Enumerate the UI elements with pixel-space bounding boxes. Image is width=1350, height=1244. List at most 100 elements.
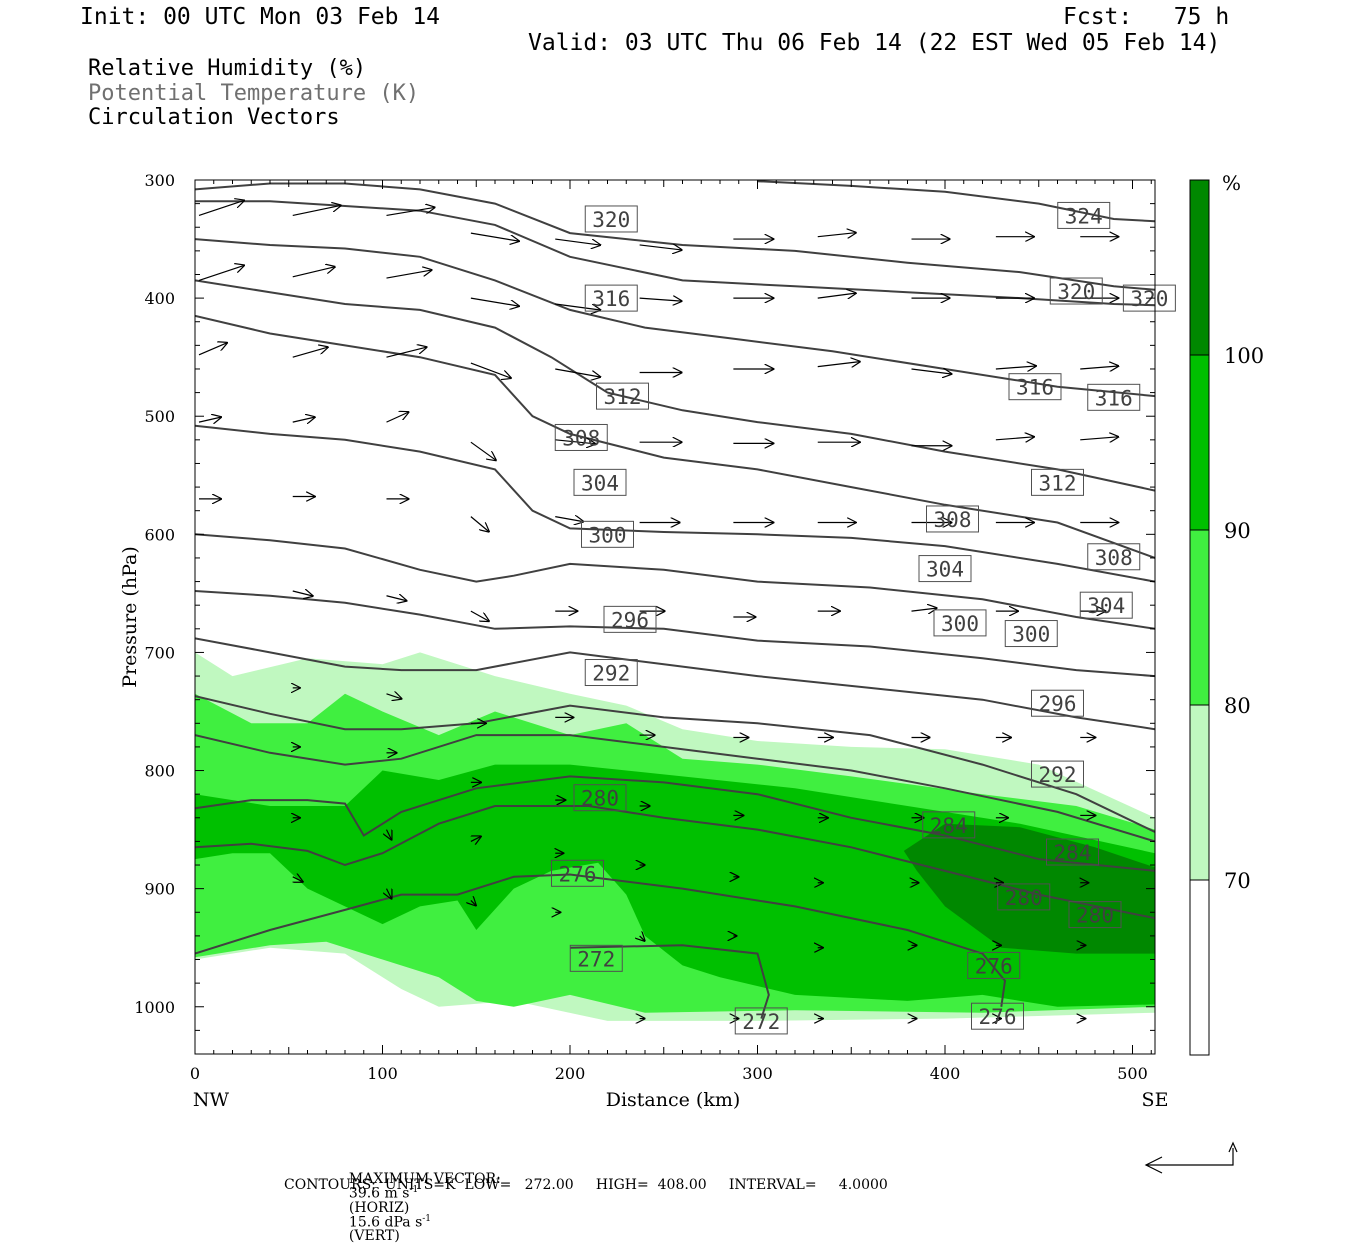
theta-label-text: 300	[589, 523, 627, 547]
theta-contour-280	[195, 805, 1155, 920]
y-tick-label: 800	[144, 762, 175, 781]
circulation-vector	[386, 207, 435, 217]
circulation-vector	[293, 877, 303, 882]
max-vector-horiz: 39.6 m s	[348, 1185, 410, 1202]
theta-label: 292	[1031, 760, 1084, 788]
theta-contour-292	[195, 695, 1155, 833]
circulation-vector	[817, 362, 860, 367]
circulation-vector	[292, 267, 335, 278]
y-tick-label: 1000	[134, 998, 175, 1017]
theta-label-box	[551, 859, 604, 887]
legend-theta: Potential Temperature (K)	[88, 81, 420, 106]
theta-contour-272	[569, 944, 770, 1019]
circulation-vector	[911, 608, 937, 611]
circulation-vector	[470, 362, 511, 378]
circulation-vector	[386, 270, 432, 279]
theta-label-text: 284	[1054, 841, 1092, 865]
y-tick-label: 700	[144, 643, 175, 662]
theta-label-text: 280	[1005, 886, 1043, 910]
theta-label: 308	[1087, 543, 1141, 571]
theta-label: 304	[573, 468, 627, 496]
x-axis-title: Distance (km)	[606, 1089, 741, 1111]
y-tick-label: 600	[144, 525, 175, 544]
theta-label-box	[1004, 620, 1058, 648]
theta-contour-300	[195, 590, 1155, 678]
theta-contour-312	[195, 314, 1155, 559]
theta-contour-320	[195, 238, 1155, 398]
theta-label-box	[1057, 201, 1111, 229]
circulation-vector	[292, 205, 341, 217]
vert-tag: (VERT)	[348, 1228, 400, 1244]
theta-label: 276	[971, 1002, 1024, 1030]
circulation-vector	[386, 412, 409, 423]
theta-label-box	[1068, 901, 1122, 929]
circulation-vector	[555, 238, 600, 245]
colorbar-label: 100	[1224, 344, 1264, 368]
theta-label-text: 296	[1039, 692, 1077, 716]
circulation-vector	[198, 200, 244, 217]
theta-label-text: 276	[975, 954, 1013, 978]
theta-label: 300	[581, 520, 634, 548]
theta-label-text: 280	[581, 787, 619, 811]
theta-label: 296	[603, 605, 657, 633]
theta-label: 308	[554, 423, 608, 451]
y-tick-label: 900	[144, 880, 175, 899]
valid-time: Valid: 03 UTC Thu 06 Feb 14 (22 EST Wed …	[528, 30, 1221, 56]
legend-vectors: Circulation Vectors	[88, 105, 340, 130]
theta-label: 320	[1049, 277, 1103, 305]
theta-label-box	[967, 951, 1021, 979]
colorbar-segment	[1189, 354, 1210, 531]
theta-label-text: 308	[562, 426, 600, 450]
theta-label-text: 316	[1095, 386, 1133, 410]
colorbar-segment	[1189, 529, 1210, 706]
theta-label-text: 292	[592, 662, 630, 686]
theta-label-box	[569, 944, 623, 972]
theta-label-text: 316	[1016, 376, 1054, 400]
theta-label-box	[1008, 373, 1062, 401]
circulation-vector	[639, 245, 682, 250]
circulation-vector	[386, 596, 407, 601]
circulation-vector	[471, 900, 476, 905]
colorbar-unit: %	[1222, 171, 1241, 195]
y-axis-title: Pressure (hPa)	[119, 546, 141, 688]
theta-label-text: 316	[592, 287, 630, 311]
theta-contour-304	[195, 533, 1155, 630]
colorbar-label: 80	[1224, 694, 1251, 718]
theta-label-box	[573, 784, 627, 812]
theta-label: 320	[1122, 284, 1176, 312]
theta-label: 280	[573, 784, 627, 812]
theta-label-box	[573, 468, 627, 496]
reference-vector-icon	[1144, 1141, 1238, 1174]
theta-label-box	[1049, 277, 1103, 305]
theta-label-box	[933, 609, 987, 637]
theta-label-box	[584, 659, 638, 687]
rh-colorbar: 70 80 90 100%	[1189, 171, 1264, 1056]
theta-label-text: 276	[559, 862, 597, 886]
x-tick-label: 400	[930, 1064, 961, 1083]
theta-label-box	[1031, 760, 1084, 788]
theta-label-text: 272	[577, 947, 615, 971]
theta-label-text: 320	[592, 208, 630, 232]
theta-label: 284	[922, 811, 976, 839]
theta-label-box	[1122, 284, 1176, 312]
circulation-vector	[640, 936, 645, 941]
theta-label-text: 320	[1057, 280, 1095, 304]
theta-label: 272	[569, 944, 623, 972]
circulation-vector	[555, 440, 595, 444]
theta-label-box	[603, 605, 657, 633]
circulation-vector	[639, 298, 682, 301]
circulation-vector	[555, 368, 600, 377]
theta-contour-332	[757, 180, 1155, 223]
init-time: Init: 00 UTC Mon 03 Feb 14	[80, 4, 441, 30]
colorbar-label: 70	[1224, 869, 1251, 893]
theta-label: 304	[1079, 591, 1133, 619]
circulation-vector	[817, 233, 856, 237]
theta-contour-284	[195, 775, 1155, 872]
theta-label: 316	[584, 284, 638, 312]
circulation-vector	[386, 347, 427, 358]
theta-label: 324	[1057, 201, 1111, 229]
theta-label: 316	[1087, 383, 1141, 411]
theta-label-text: 308	[1095, 546, 1133, 570]
theta-contour-324	[195, 200, 1155, 307]
theta-label-box	[581, 520, 634, 548]
